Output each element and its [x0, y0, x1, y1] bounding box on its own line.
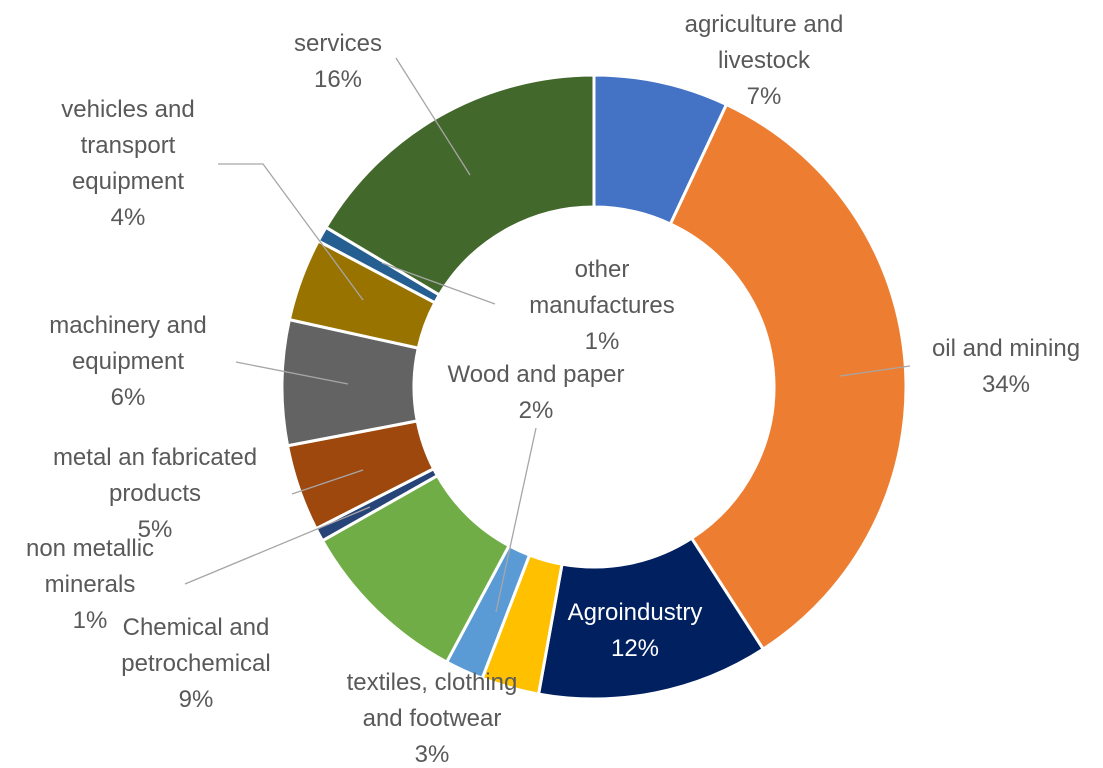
slice-percent-label: 34%: [982, 371, 1030, 398]
slice-category-label: oil and mining: [932, 335, 1080, 362]
leader-line-8: [235, 361, 349, 385]
slice-category-label: Chemical and: [123, 614, 270, 641]
slice-category-label: livestock: [718, 47, 811, 74]
slice-percent-label: 9%: [179, 686, 214, 713]
slice-label-8: machinery and equipment 6%: [49, 312, 206, 411]
slice-1: [668, 102, 908, 652]
slice-label-5: Chemical and petrochemical 9%: [121, 614, 270, 713]
slice-category-label: non metallic: [26, 535, 154, 562]
slice-percent-label: 1%: [73, 607, 108, 634]
slice-category-label: services: [294, 30, 382, 57]
slice-category-label: metal an fabricated: [53, 444, 257, 471]
slice-percent-label: 12%: [611, 635, 659, 662]
slice-category-label: transport: [81, 132, 176, 159]
slice-label-6: non metallic minerals 1%: [26, 535, 154, 634]
slice-label-4: Wood and paper 2%: [447, 361, 624, 424]
slice-percent-label: 4%: [111, 204, 146, 231]
slice-percent-label: 16%: [314, 66, 362, 93]
slice-category-label: textiles, clothing: [347, 669, 518, 696]
leader-line-7: [291, 469, 364, 495]
slice-percent-label: 2%: [519, 397, 554, 424]
slice-label-2: Agroindustry 12%: [568, 599, 703, 662]
slice-label-1: oil and mining 34%: [932, 335, 1080, 398]
slice-category-label: vehicles and: [61, 96, 194, 123]
slice-category-label: minerals: [45, 571, 136, 598]
slice-label-10: other manufactures 1%: [529, 256, 674, 355]
slice-label-11: services 16%: [294, 30, 382, 93]
slice-category-label: machinery and: [49, 312, 206, 339]
slice-percent-label: 6%: [111, 384, 146, 411]
slice-percent-label: 5%: [138, 516, 173, 543]
slice-percent-label: 1%: [585, 328, 620, 355]
slice-label-3: textiles, clothing and footwear 3%: [347, 669, 518, 768]
leader-line-6: [184, 506, 371, 585]
slices-layer: [280, 73, 908, 701]
slice-label-0: agriculture and livestock 7%: [685, 11, 844, 110]
slice-category-label: petrochemical: [121, 650, 270, 677]
slice-category-label: other: [575, 256, 630, 283]
slice-11: [323, 73, 596, 297]
labels-layer: agriculture and livestock 7% oil and mining…: [26, 11, 1080, 768]
leader-line-11: [395, 57, 471, 176]
slice-category-label: equipment: [72, 168, 184, 195]
slice-category-label: manufactures: [529, 292, 674, 319]
slice-category-label: products: [109, 480, 201, 507]
slice-label-9: vehicles and transport equipment 4%: [61, 96, 194, 231]
slice-category-label: Agroindustry: [568, 599, 703, 626]
slice-category-label: equipment: [72, 348, 184, 375]
leader-line-10: [381, 262, 496, 305]
slice-category-label: Wood and paper: [447, 361, 624, 388]
slice-percent-label: 3%: [415, 741, 450, 768]
slice-category-label: and footwear: [363, 705, 502, 732]
slice-percent-label: 7%: [747, 83, 782, 110]
leader-line-1: [839, 365, 911, 377]
leader-line-9: [218, 163, 364, 301]
leader-lines-layer: [184, 57, 911, 613]
slice-category-label: agriculture and: [685, 11, 844, 38]
slice-label-7: metal an fabricated products 5%: [53, 444, 257, 543]
leader-line-4: [495, 427, 537, 613]
